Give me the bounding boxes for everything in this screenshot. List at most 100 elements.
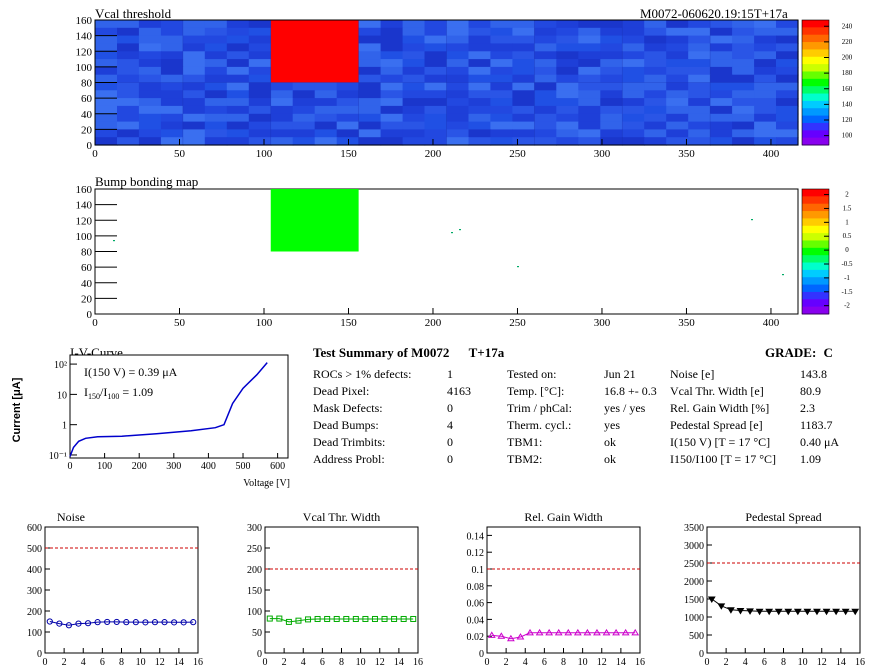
summary-row: Rel. Gain Width [%] 2.3 [670,401,815,415]
x-tick-label: 100 [256,148,273,160]
iv-y-tick: 10 [57,390,67,401]
z-scale-label: 140 [842,100,853,108]
data-point [170,619,178,626]
x-tick-label: 16 [635,657,645,668]
x-tick-label: 250 [509,148,526,160]
x-tick-label: 0 [485,657,490,668]
data-point [822,608,831,616]
x-tick-label: 2 [724,657,729,668]
summary-row: Vcal Thr. Width [e] 80.9 [670,384,821,398]
x-tick-label: 8 [119,657,124,668]
grade-value: C [823,345,833,360]
y-tick-label: 0 [257,649,262,660]
y-tick-label: 500 [689,631,704,642]
data-point [123,619,130,626]
summary-row: Dead Bumps: 4 [313,418,453,432]
y-tick-label: 0.08 [467,582,485,593]
data-point [266,615,273,622]
iv-y-tick: 1 [62,421,67,432]
data-point [573,628,582,636]
x-tick-label: 10 [356,657,366,668]
y-tick-label: 300 [27,586,42,597]
x-tick-label: 0 [43,657,48,668]
x-tick-label: 400 [763,148,780,160]
series-line [49,621,194,626]
y-tick-label: 150 [247,586,262,597]
data-point [142,619,149,626]
data-point [612,628,620,636]
x-tick-label: 12 [817,657,827,668]
data-point [161,619,168,626]
data-point [535,628,544,636]
data-point [391,615,398,622]
y-tick-label: 0.06 [467,599,485,610]
data-point [46,618,53,625]
x-tick-label: 350 [678,317,695,329]
y-tick-label: 20 [81,124,93,136]
x-tick-label: 2 [282,657,287,668]
data-point [180,619,187,626]
data-point [841,608,850,616]
y-tick-label: 120 [76,215,93,227]
data-point [84,620,92,627]
y-tick-label: 0 [37,649,42,660]
bump-bonding-map: 0 50 100 150 200 250 300 350 4000204060801001201… [76,184,854,329]
z-scale-label: 160 [842,85,853,93]
summary-row: Therm. cycl.: yes [507,418,620,432]
y-tick-label: 120 [76,46,93,58]
summary-col1: ROCs > 1% defects: 1 Dead Pixel: 4163 Mask… [313,366,471,468]
z-scale-label: 0 [845,246,849,254]
x-tick-label: 16 [855,657,865,668]
x-tick-label: 16 [193,657,203,668]
summary-row: Pedestal Spread [e] 1183.7 [670,418,833,432]
iv-y-tick: 10⁻¹ [49,451,67,462]
data-point [793,608,802,616]
vcal-map-title: Vcal threshold [95,6,172,21]
summary-row: TBM2: ok [507,452,616,466]
iv-y-tick: 10² [54,360,67,371]
x-tick-label: 0 [92,148,98,160]
y-tick-label: 100 [247,607,262,618]
iv-annot-current: I(150 V) = 0.39 μA [84,365,178,379]
x-tick-label: 150 [340,148,357,160]
x-tick-label: 400 [763,317,780,329]
data-point [190,619,197,626]
chart-title: Vcal Thr. Width [303,510,380,524]
y-tick-label: 3000 [684,541,704,552]
z-scale-label: 120 [842,116,853,124]
iv-x-tick: 0 [68,461,73,472]
iv-ylabel: Current [μA] [11,377,23,442]
y-tick-label: 200 [247,565,262,576]
y-tick-label: 20 [81,293,93,305]
x-tick-label: 12 [597,657,607,668]
y-tick-label: 600 [27,523,42,534]
data-point [507,634,515,642]
y-tick-label: 0.04 [467,615,485,626]
x-tick-label: 6 [762,657,767,668]
data-point [352,615,359,622]
chart-title: Pedestal Spread [745,510,821,524]
summary-col3: Noise [e] 143.8 Vcal Thr. Width [e] 80.9 R… [670,366,839,468]
x-tick-label: 8 [561,657,566,668]
x-tick-label: 200 [425,148,442,160]
dead-bump-pixel [451,232,453,234]
z-scale-label: 0.5 [843,232,852,240]
x-tick-label: 350 [678,148,695,160]
x-tick-label: 10 [136,657,146,668]
x-tick-label: 14 [174,657,184,668]
data-point [516,633,525,640]
grade-box: GRADE: C [765,345,833,361]
summary-row: I(150 V) [T = 17 °C] 0.40 μA [670,435,840,449]
series-line [491,632,636,640]
data-point [295,617,302,624]
iv-x-tick: 200 [132,461,147,472]
dead-bump-pixel [113,240,115,242]
y-tick-label: 300 [247,523,262,534]
data-point [832,608,840,616]
z-scale-label: -2 [844,302,850,310]
iv-x-tick: 300 [166,461,181,472]
y-tick-label: 200 [27,607,42,618]
summary-row: I150/I100 [T = 17 °C] 1.09 [670,452,821,466]
z-scale-label: 220 [842,38,853,46]
y-tick-label: 3500 [684,523,704,534]
